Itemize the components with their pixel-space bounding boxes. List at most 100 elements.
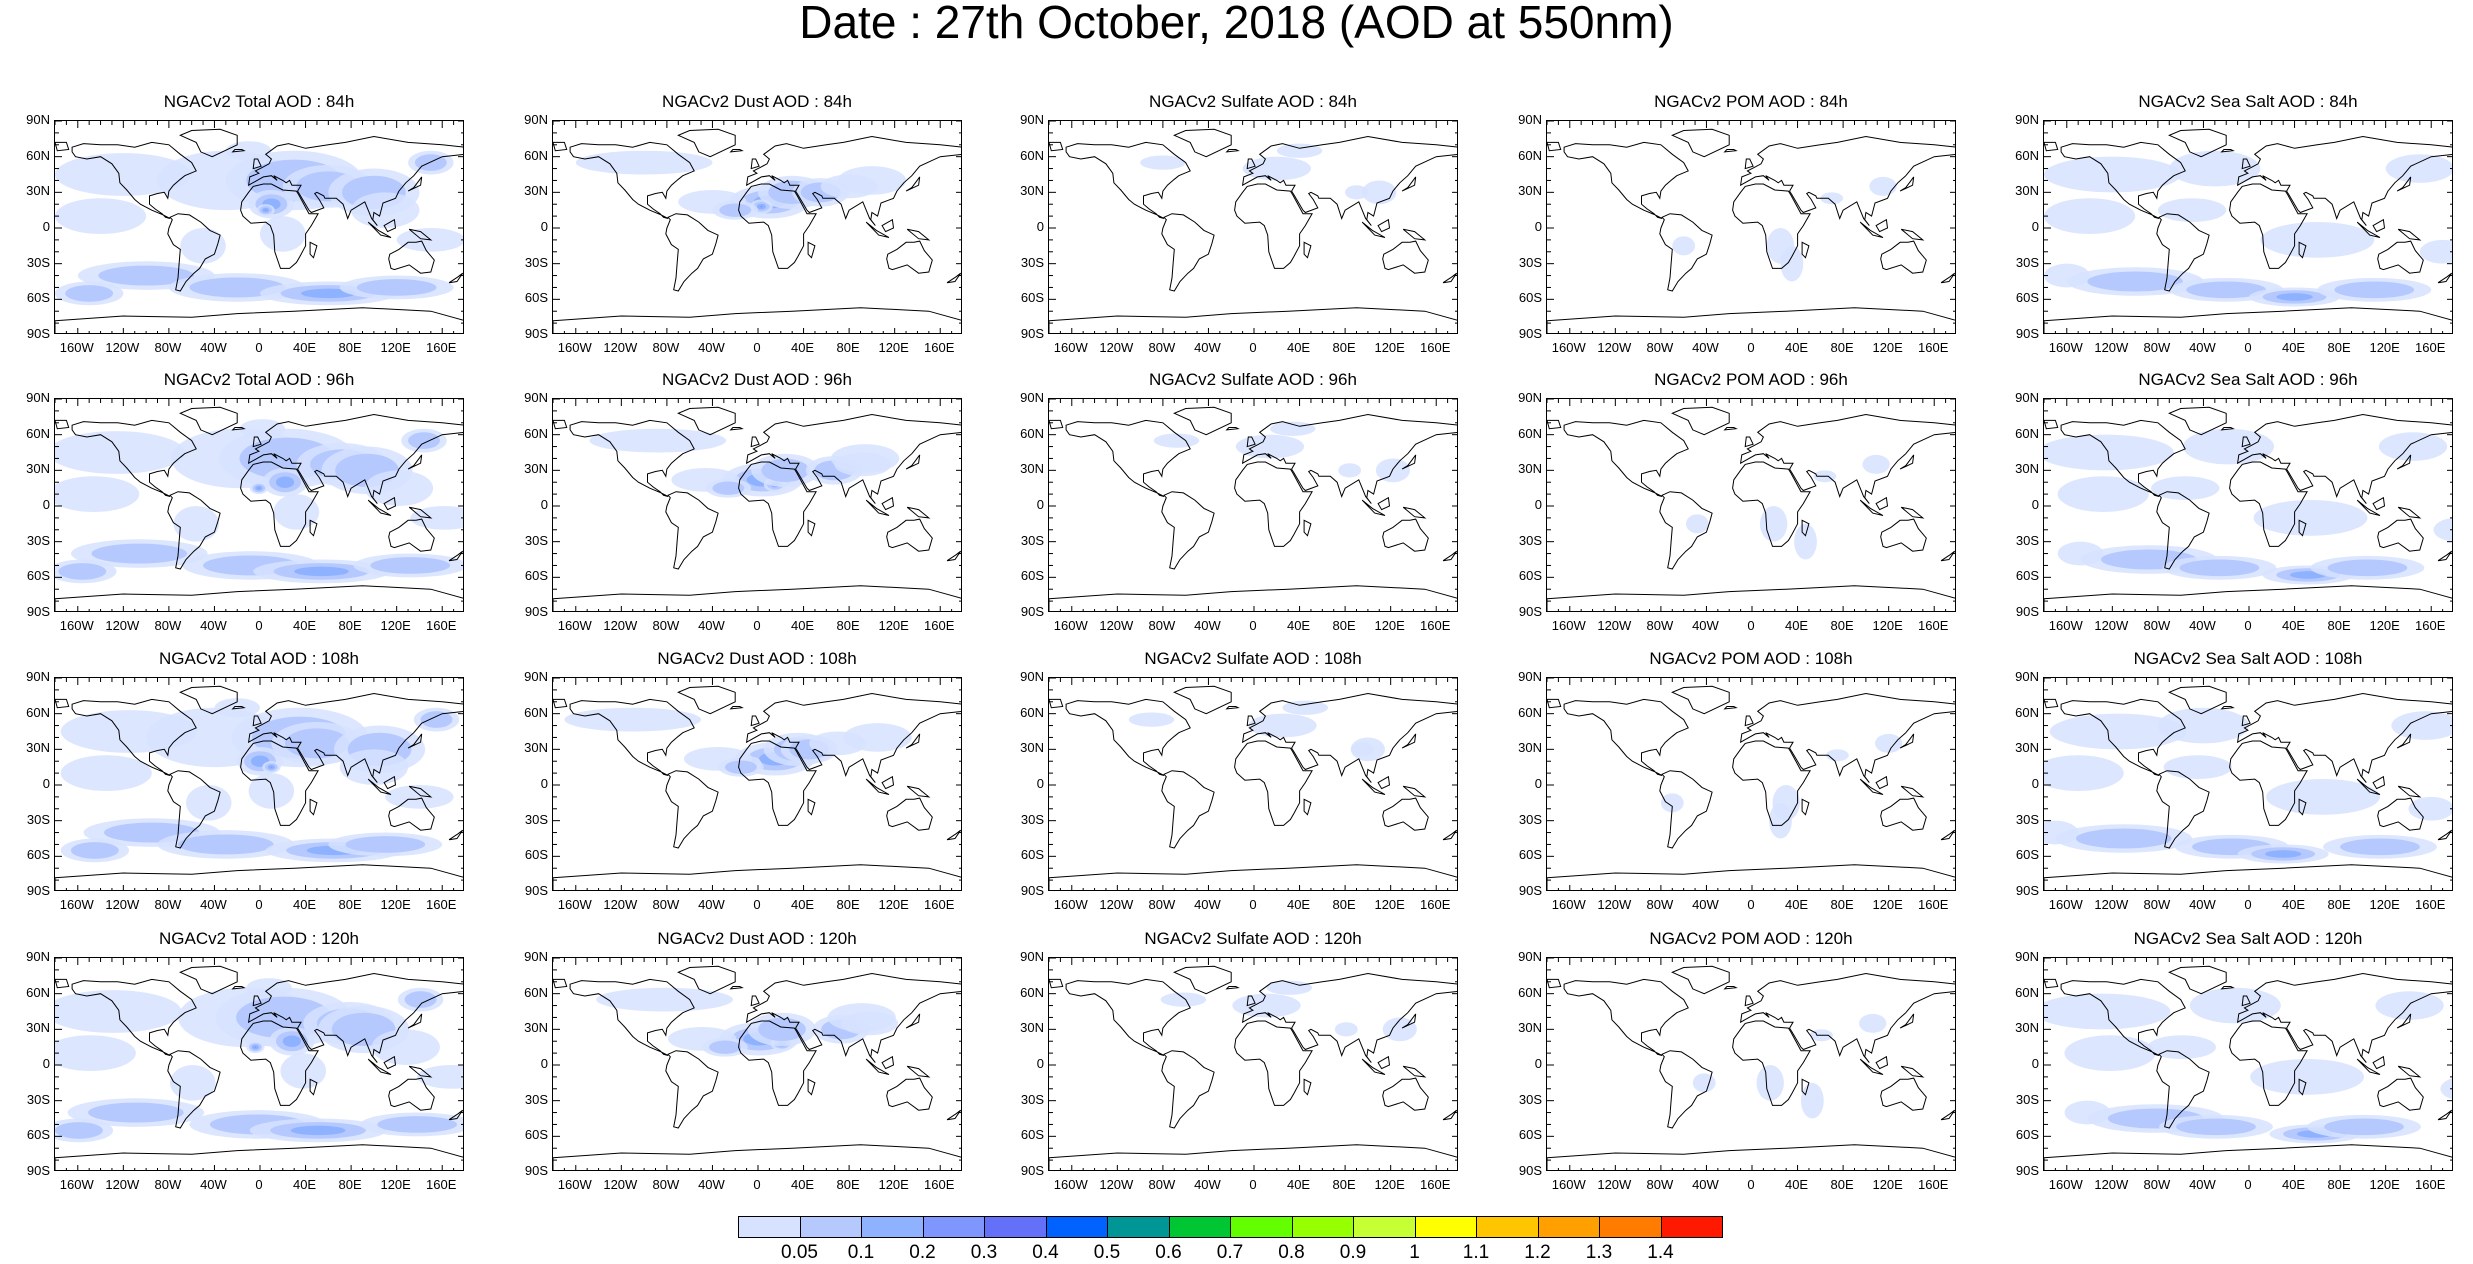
coastline [1246, 436, 1256, 448]
coastline [905, 1013, 921, 1029]
lon-label: 120E [878, 1177, 909, 1192]
coastline [55, 307, 463, 333]
lat-label: 90N [1518, 669, 1542, 684]
lon-label: 40E [790, 1177, 815, 1192]
coastline [240, 740, 319, 826]
coastline [729, 427, 744, 431]
coastline [2396, 176, 2412, 192]
coastline [167, 213, 221, 292]
panel-title: NGACv2 Sulfate AOD : 96h [1149, 370, 1357, 389]
coastline [1671, 965, 1730, 995]
aod-contour [2176, 1118, 2256, 1136]
lat-label: 0 [1534, 1056, 1542, 1071]
coastline [2156, 491, 2210, 570]
coastline [1547, 307, 1955, 333]
lat-label: 60N [1020, 704, 1044, 720]
colorbar-swatch [1660, 1216, 1723, 1238]
aod-contour [1800, 1082, 1824, 1119]
world-map [553, 399, 961, 611]
lon-label: 80W [1148, 340, 1176, 355]
coastline [881, 775, 895, 790]
panel-title: NGACv2 POM AOD : 120h [1649, 929, 1853, 948]
aod-contour [1362, 180, 1397, 205]
coastline [1049, 1144, 1457, 1170]
aod-contour [2253, 500, 2368, 536]
lon-label: 160W [2048, 1177, 2083, 1192]
aod-contour [2276, 293, 2313, 301]
coastline [553, 307, 961, 333]
aod-contour [2044, 156, 2181, 193]
aod-contour [2064, 1035, 2156, 1071]
lon-label: 80E [836, 618, 860, 633]
aod-contour [377, 1116, 458, 1133]
lon-label: 120W [2094, 1177, 2129, 1192]
lat-label: 60N [524, 984, 548, 1000]
aod-contour [1242, 156, 1311, 181]
lat-label: 30N [1020, 1020, 1044, 1036]
aod-contour [1862, 454, 1890, 474]
lat-label: 60N [1518, 147, 1542, 163]
aod-contour [1248, 713, 1317, 738]
coastline [2298, 1078, 2307, 1096]
lon-label: 120W [1597, 618, 1632, 633]
coastline [448, 1109, 463, 1121]
coastline [2044, 419, 2059, 430]
colorbar-swatch [738, 1216, 801, 1238]
lon-label: 80E [1332, 618, 1356, 633]
lat-label: 60S [1518, 290, 1542, 306]
aod-contour [370, 557, 451, 574]
map-frame [1546, 120, 1956, 334]
coastline [1723, 986, 1738, 990]
aod-contour [417, 1065, 463, 1089]
coastline [665, 491, 719, 570]
coastline [71, 978, 197, 1056]
aod-contour [257, 487, 260, 489]
coastline [2168, 965, 2227, 995]
world-map [1547, 399, 1955, 611]
aod-contour [1660, 793, 1684, 813]
map-frame [54, 398, 464, 612]
lat-label: 30N [524, 1020, 548, 1036]
lat-label: 30N [2015, 1020, 2039, 1036]
coastline [946, 272, 961, 284]
lon-label: 160W [2048, 340, 2083, 355]
lon-label: 120W [1597, 340, 1632, 355]
lat-label: 90S [26, 604, 50, 619]
lon-label: 160W [557, 340, 592, 355]
lon-label: 0 [255, 618, 263, 633]
coastline [750, 715, 760, 727]
coastline [738, 1020, 817, 1106]
aod-contour [1794, 523, 1817, 560]
aod-contour [760, 205, 763, 208]
lon-label: 80E [836, 340, 860, 355]
lat-label: 90N [2015, 669, 2039, 684]
lon-label: 40W [200, 618, 227, 633]
colorbar-label: 1 [1409, 1242, 1420, 1263]
coastline [1377, 496, 1391, 511]
coastline [247, 413, 463, 504]
aod-contour [404, 991, 437, 1008]
coastline [309, 1078, 318, 1096]
lat-label: 0 [540, 776, 548, 791]
colorbar-label: 0.2 [909, 1242, 936, 1263]
colorbar-swatch [1353, 1216, 1416, 1238]
coastline [1671, 406, 1730, 436]
aod-contour [254, 1046, 257, 1048]
lon-label: 0 [1747, 1177, 1755, 1192]
coastline [569, 978, 695, 1056]
coastline [1241, 135, 1457, 226]
aod-contour [275, 476, 295, 488]
aod-contour [1140, 155, 1186, 170]
lat-label: 30N [1518, 183, 1542, 199]
lat-label: 30S [26, 254, 50, 270]
coastline [1402, 228, 1427, 241]
lon-label: 40E [790, 897, 815, 912]
world-map [1049, 678, 1457, 890]
map-frame [552, 120, 962, 334]
coastline [1442, 1109, 1457, 1121]
lat-label: 30N [26, 1020, 50, 1036]
lat-label: 60S [1020, 1127, 1044, 1143]
lat-label: 30S [524, 532, 548, 548]
aod-contour [1780, 245, 1804, 282]
coastline [1723, 427, 1738, 431]
